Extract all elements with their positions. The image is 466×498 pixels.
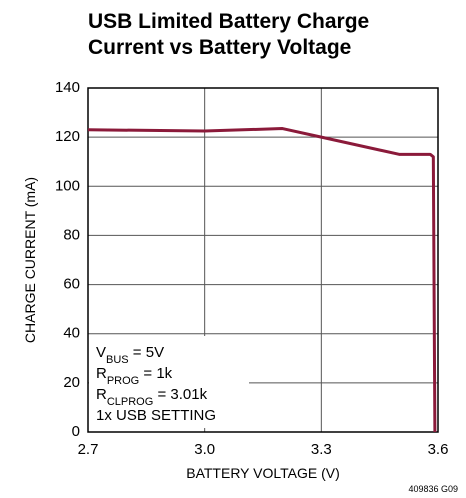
annotation-part: R [96, 386, 107, 403]
x-axis-label: BATTERY VOLTAGE (V) [186, 465, 340, 481]
y-tick-label: 20 [63, 374, 80, 391]
annotation-part: V [96, 344, 106, 361]
annotation-part: PROG [107, 375, 139, 387]
annotation-part: = 1k [139, 365, 172, 382]
annotation: 1x USB SETTING [96, 407, 216, 424]
x-tick-label: 2.7 [78, 441, 99, 458]
y-tick-label: 0 [72, 423, 80, 440]
annotation: RPROG = 1k [96, 365, 173, 387]
data-line [87, 127, 437, 433]
x-tick-label: 3.6 [428, 441, 449, 458]
annotation: VBUS = 5V [96, 344, 164, 366]
y-tick-label: 80 [63, 226, 80, 243]
chart-title: Current vs Battery Voltage [88, 36, 351, 59]
y-tick-label: 120 [55, 128, 80, 145]
annotation-part: = 3.01k [153, 386, 207, 403]
y-tick-label: 140 [55, 79, 80, 96]
annotation-part: BUS [106, 354, 129, 366]
footnote: 409836 G09 [408, 484, 458, 494]
plot-frame [87, 87, 439, 433]
annotation-part: = 5V [129, 344, 164, 361]
chart-title: USB Limited Battery Charge [88, 10, 369, 33]
annotation-box [89, 336, 249, 428]
annotation-part: CLPROG [107, 396, 153, 408]
x-tick-label: 3.0 [194, 441, 215, 458]
x-tick-label: 3.3 [311, 441, 332, 458]
annotation-part: 1x USB SETTING [96, 407, 216, 424]
y-axis-label: CHARGE CURRENT (mA) [22, 177, 38, 343]
y-tick-label: 40 [63, 325, 80, 342]
annotation: RCLPROG = 3.01k [96, 386, 208, 408]
y-tick-label: 100 [55, 177, 80, 194]
y-tick-label: 60 [63, 276, 80, 293]
annotation-part: R [96, 365, 107, 382]
